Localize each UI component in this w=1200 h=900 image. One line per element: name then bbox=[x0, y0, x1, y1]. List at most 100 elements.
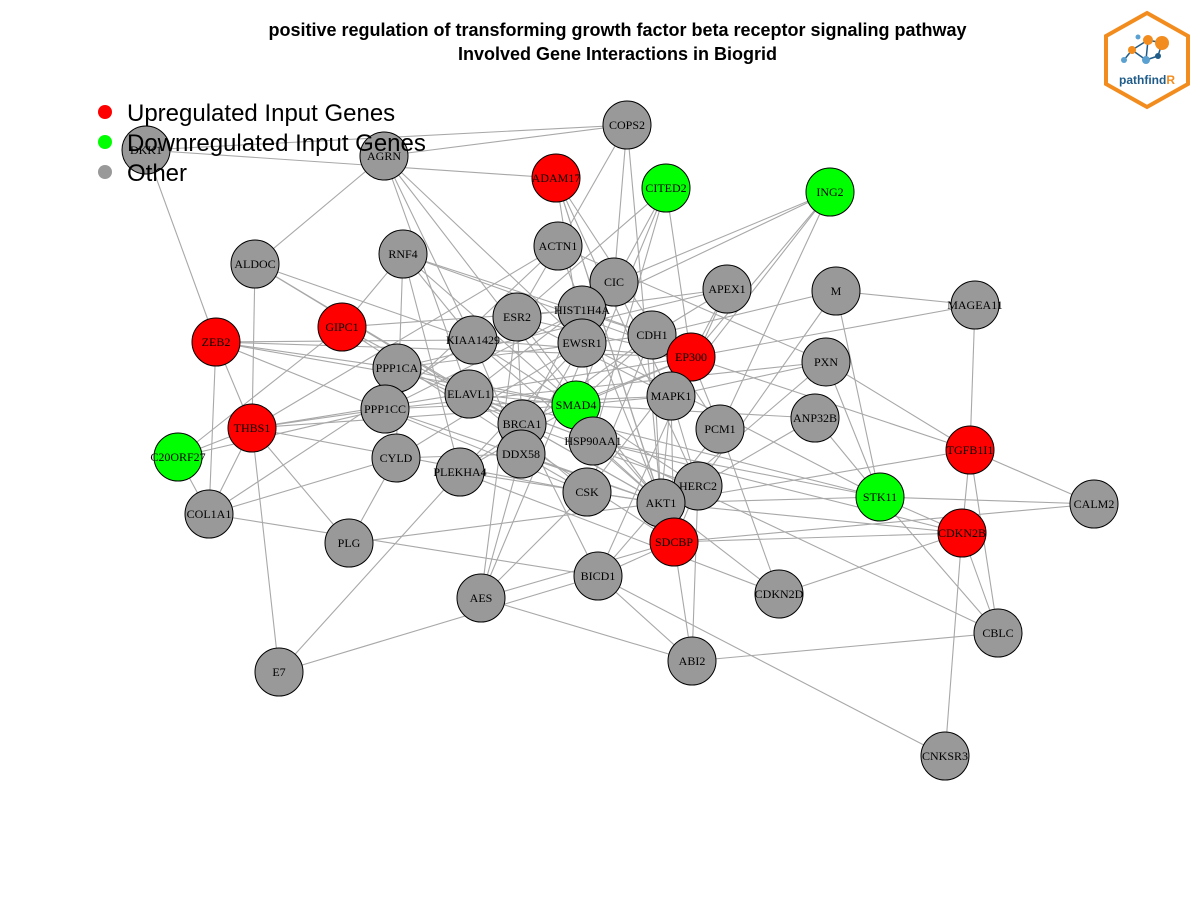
node-label: CITED2 bbox=[645, 181, 686, 195]
node-ing2[interactable]: ING2 bbox=[805, 167, 855, 217]
node-thbs1[interactable]: THBS1 bbox=[227, 403, 277, 453]
node-circle[interactable] bbox=[317, 302, 367, 352]
node-circle[interactable] bbox=[945, 425, 995, 475]
node-circle[interactable] bbox=[435, 447, 485, 497]
node-circle[interactable] bbox=[568, 416, 618, 466]
node-circle[interactable] bbox=[790, 393, 840, 443]
node-pcm1[interactable]: PCM1 bbox=[695, 404, 745, 454]
node-cnksr3[interactable]: CNKSR3 bbox=[920, 731, 970, 781]
node-circle[interactable] bbox=[973, 608, 1023, 658]
node-m[interactable]: M bbox=[811, 266, 861, 316]
node-bicd1[interactable]: BICD1 bbox=[573, 551, 623, 601]
node-circle[interactable] bbox=[937, 508, 987, 558]
node-hsp90aa1[interactable]: HSP90AA1 bbox=[564, 416, 622, 466]
node-esr2[interactable]: ESR2 bbox=[492, 292, 542, 342]
node-pxn[interactable]: PXN bbox=[801, 337, 851, 387]
node-abi2[interactable]: ABI2 bbox=[667, 636, 717, 686]
node-cdh1[interactable]: CDH1 bbox=[627, 310, 677, 360]
node-elavl1[interactable]: ELAVL1 bbox=[444, 369, 494, 419]
node-gipc1[interactable]: GIPC1 bbox=[317, 302, 367, 352]
node-kiaa1429[interactable]: KIAA1429 bbox=[446, 315, 500, 365]
node-ddx58[interactable]: DDX58 bbox=[496, 429, 546, 479]
node-stk11[interactable]: STK11 bbox=[855, 472, 905, 522]
node-circle[interactable] bbox=[805, 167, 855, 217]
node-circle[interactable] bbox=[649, 517, 699, 567]
node-circle[interactable] bbox=[646, 371, 696, 421]
node-circle[interactable] bbox=[533, 221, 583, 271]
node-cyld[interactable]: CYLD bbox=[371, 433, 421, 483]
node-circle[interactable] bbox=[191, 317, 241, 367]
node-circle[interactable] bbox=[562, 467, 612, 517]
node-agrn[interactable]: AGRN bbox=[359, 131, 409, 181]
node-circle[interactable] bbox=[695, 404, 745, 454]
node-circle[interactable] bbox=[496, 429, 546, 479]
node-ppp1ca[interactable]: PPP1CA bbox=[372, 343, 422, 393]
node-dkk1[interactable]: DKK1 bbox=[121, 125, 171, 175]
node-plekha4[interactable]: PLEKHA4 bbox=[433, 447, 487, 497]
node-akt1[interactable]: AKT1 bbox=[636, 478, 686, 528]
node-circle[interactable] bbox=[444, 369, 494, 419]
node-circle[interactable] bbox=[667, 636, 717, 686]
node-cblc[interactable]: CBLC bbox=[973, 608, 1023, 658]
node-circle[interactable] bbox=[811, 266, 861, 316]
node-circle[interactable] bbox=[666, 332, 716, 382]
node-circle[interactable] bbox=[589, 257, 639, 307]
node-c20orf27[interactable]: C20ORF27 bbox=[150, 432, 206, 482]
node-circle[interactable] bbox=[359, 131, 409, 181]
node-circle[interactable] bbox=[324, 518, 374, 568]
node-zeb2[interactable]: ZEB2 bbox=[191, 317, 241, 367]
node-circle[interactable] bbox=[153, 432, 203, 482]
node-cic[interactable]: CIC bbox=[589, 257, 639, 307]
node-rnf4[interactable]: RNF4 bbox=[378, 229, 428, 279]
node-circle[interactable] bbox=[920, 731, 970, 781]
node-magea11[interactable]: MAGEA11 bbox=[947, 280, 1003, 330]
node-circle[interactable] bbox=[492, 292, 542, 342]
node-anp32b[interactable]: ANP32B bbox=[790, 393, 840, 443]
node-circle[interactable] bbox=[855, 472, 905, 522]
node-circle[interactable] bbox=[1069, 479, 1119, 529]
node-circle[interactable] bbox=[627, 310, 677, 360]
node-circle[interactable] bbox=[121, 125, 171, 175]
node-mapk1[interactable]: MAPK1 bbox=[646, 371, 696, 421]
node-cops2[interactable]: COPS2 bbox=[602, 100, 652, 150]
node-circle[interactable] bbox=[531, 153, 581, 203]
node-cited2[interactable]: CITED2 bbox=[641, 163, 691, 213]
node-circle[interactable] bbox=[573, 551, 623, 601]
node-cdkn2d[interactable]: CDKN2D bbox=[754, 569, 804, 619]
node-aldoc[interactable]: ALDOC bbox=[230, 239, 280, 289]
node-circle[interactable] bbox=[754, 569, 804, 619]
node-adam17[interactable]: ADAM17 bbox=[531, 153, 581, 203]
node-col1a1[interactable]: COL1A1 bbox=[184, 489, 234, 539]
node-cdkn2b[interactable]: CDKN2B bbox=[937, 508, 987, 558]
node-label: ADAM17 bbox=[532, 171, 581, 185]
node-circle[interactable] bbox=[378, 229, 428, 279]
node-e7[interactable]: E7 bbox=[254, 647, 304, 697]
edge-dkk1-zeb2 bbox=[145, 149, 217, 343]
node-circle[interactable] bbox=[557, 318, 607, 368]
node-apex1[interactable]: APEX1 bbox=[702, 264, 752, 314]
node-circle[interactable] bbox=[230, 239, 280, 289]
node-circle[interactable] bbox=[227, 403, 277, 453]
node-circle[interactable] bbox=[950, 280, 1000, 330]
node-plg[interactable]: PLG bbox=[324, 518, 374, 568]
node-ewsr1[interactable]: EWSR1 bbox=[557, 318, 607, 368]
node-herc2[interactable]: HERC2 bbox=[673, 461, 723, 511]
node-circle[interactable] bbox=[702, 264, 752, 314]
node-circle[interactable] bbox=[360, 384, 410, 434]
node-circle[interactable] bbox=[801, 337, 851, 387]
node-circle[interactable] bbox=[371, 433, 421, 483]
node-aes[interactable]: AES bbox=[456, 573, 506, 623]
node-actn1[interactable]: ACTN1 bbox=[533, 221, 583, 271]
node-circle[interactable] bbox=[602, 100, 652, 150]
node-sdcbp[interactable]: SDCBP bbox=[649, 517, 699, 567]
node-csk[interactable]: CSK bbox=[562, 467, 612, 517]
node-circle[interactable] bbox=[184, 489, 234, 539]
node-ppp1cc[interactable]: PPP1CC bbox=[360, 384, 410, 434]
node-circle[interactable] bbox=[456, 573, 506, 623]
node-circle[interactable] bbox=[254, 647, 304, 697]
node-calm2[interactable]: CALM2 bbox=[1069, 479, 1119, 529]
node-circle[interactable] bbox=[448, 315, 498, 365]
node-tgfb1i1[interactable]: TGFB1I1 bbox=[945, 425, 995, 475]
node-circle[interactable] bbox=[641, 163, 691, 213]
node-ep300[interactable]: EP300 bbox=[666, 332, 716, 382]
